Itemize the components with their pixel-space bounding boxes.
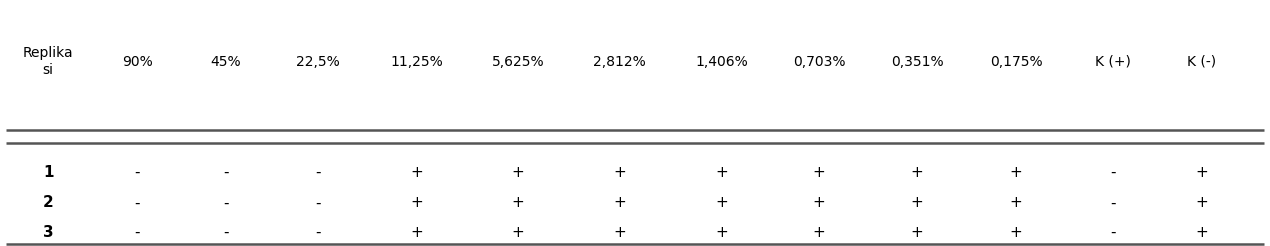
Text: 11,25%: 11,25% xyxy=(390,55,443,68)
Text: -: - xyxy=(135,196,140,210)
Text: -: - xyxy=(135,225,140,240)
Text: 3: 3 xyxy=(43,225,53,240)
Text: +: + xyxy=(715,225,728,240)
Text: 22,5%: 22,5% xyxy=(296,55,339,68)
Text: +: + xyxy=(911,165,923,180)
Text: -: - xyxy=(315,196,320,210)
Text: -: - xyxy=(315,165,320,180)
Text: +: + xyxy=(512,196,525,210)
Text: +: + xyxy=(1010,225,1022,240)
Text: 0,175%: 0,175% xyxy=(989,55,1043,68)
Text: +: + xyxy=(613,165,626,180)
Text: +: + xyxy=(813,196,826,210)
Text: +: + xyxy=(911,225,923,240)
Text: +: + xyxy=(512,165,525,180)
Text: K (-): K (-) xyxy=(1187,55,1215,68)
Text: 1: 1 xyxy=(43,165,53,180)
Text: -: - xyxy=(1110,165,1115,180)
Text: 2: 2 xyxy=(43,196,53,210)
Text: +: + xyxy=(813,225,826,240)
Text: +: + xyxy=(1010,196,1022,210)
Text: 0,703%: 0,703% xyxy=(792,55,846,68)
Text: -: - xyxy=(224,225,229,240)
Text: +: + xyxy=(410,196,423,210)
Text: 2,812%: 2,812% xyxy=(593,55,646,68)
Text: K (+): K (+) xyxy=(1095,55,1130,68)
Text: 0,351%: 0,351% xyxy=(890,55,944,68)
Text: +: + xyxy=(410,225,423,240)
Text: +: + xyxy=(613,196,626,210)
Text: -: - xyxy=(135,165,140,180)
Text: 45%: 45% xyxy=(211,55,241,68)
Text: -: - xyxy=(315,225,320,240)
Text: +: + xyxy=(613,225,626,240)
Text: -: - xyxy=(1110,196,1115,210)
Text: -: - xyxy=(1110,225,1115,240)
Text: +: + xyxy=(715,196,728,210)
Text: -: - xyxy=(224,196,229,210)
Text: +: + xyxy=(1195,165,1208,180)
Text: +: + xyxy=(1010,165,1022,180)
Text: +: + xyxy=(410,165,423,180)
Text: +: + xyxy=(512,225,525,240)
Text: +: + xyxy=(1195,196,1208,210)
Text: +: + xyxy=(715,165,728,180)
Text: -: - xyxy=(224,165,229,180)
Text: 90%: 90% xyxy=(122,55,152,68)
Text: +: + xyxy=(813,165,826,180)
Text: +: + xyxy=(1195,225,1208,240)
Text: +: + xyxy=(911,196,923,210)
Text: Replika
si: Replika si xyxy=(23,46,74,77)
Text: 5,625%: 5,625% xyxy=(491,55,545,68)
Text: 1,406%: 1,406% xyxy=(695,55,748,68)
